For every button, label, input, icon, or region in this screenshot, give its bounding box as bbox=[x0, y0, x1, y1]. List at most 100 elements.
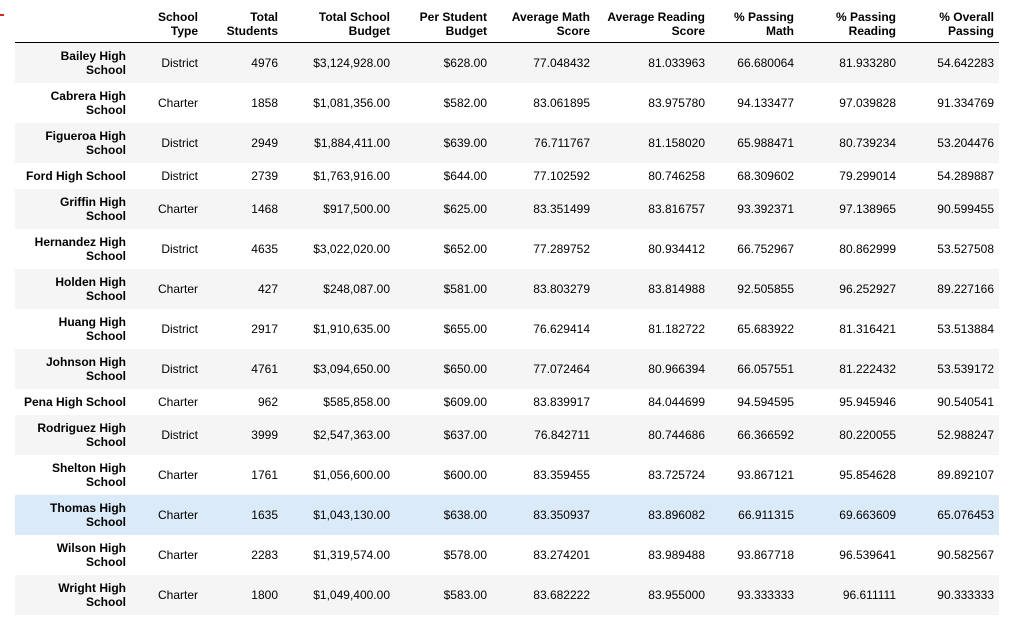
table-cell: 80.966394 bbox=[648, 361, 705, 376]
table-cell: 962 bbox=[257, 394, 278, 409]
table-cell: Charter bbox=[157, 201, 198, 216]
column-header: % Passing Reading bbox=[799, 10, 901, 43]
table-cell: 83.725724 bbox=[648, 467, 705, 482]
table-cell: 3999 bbox=[251, 427, 278, 442]
table-cell: 90.582567 bbox=[937, 547, 994, 562]
table-body: Bailey High School District 4976 $3,124,928… bbox=[15, 42, 999, 615]
table-cell: 94.594595 bbox=[737, 394, 794, 409]
table-cell: 53.527508 bbox=[937, 241, 994, 256]
table-cell: 90.333333 bbox=[937, 587, 994, 602]
table-cell: 83.814988 bbox=[648, 281, 705, 296]
column-header: % Overall Passing bbox=[901, 10, 999, 43]
table-cell: 1468 bbox=[251, 201, 278, 216]
table-cell: 81.222432 bbox=[839, 361, 896, 376]
table-cell: $638.00 bbox=[443, 507, 487, 522]
table-row: Bailey High School District 4976 $3,124,928… bbox=[15, 42, 999, 83]
table-cell: 4635 bbox=[251, 241, 278, 256]
table-cell: 77.102592 bbox=[533, 168, 590, 183]
column-header: Total Students bbox=[203, 10, 283, 43]
table-cell: $248,087.00 bbox=[323, 281, 390, 296]
table-cell: 54.289887 bbox=[937, 168, 994, 183]
table-cell: 54.642283 bbox=[937, 55, 994, 70]
table-cell: 83.896082 bbox=[648, 507, 705, 522]
table-cell: 95.854628 bbox=[839, 467, 896, 482]
table-cell: $1,081,356.00 bbox=[313, 95, 390, 110]
school-name: Wright High School bbox=[58, 580, 126, 609]
table-cell: $1,319,574.00 bbox=[313, 547, 390, 562]
table-cell: $637.00 bbox=[443, 427, 487, 442]
table-cell: Charter bbox=[157, 467, 198, 482]
table-cell: 83.274201 bbox=[533, 547, 590, 562]
table-cell: 65.076453 bbox=[937, 507, 994, 522]
table-cell: 77.289752 bbox=[533, 241, 590, 256]
table-cell: 53.204476 bbox=[937, 135, 994, 150]
row-header: Bailey High School bbox=[15, 43, 133, 83]
row-header: Wilson High School bbox=[15, 535, 133, 575]
table-cell: 80.746258 bbox=[648, 168, 705, 183]
column-header: School Type bbox=[133, 10, 203, 43]
table-cell: 53.539172 bbox=[937, 361, 994, 376]
table-cell: District bbox=[161, 55, 198, 70]
table-row: Rodriguez High School District 3999 $2,547,… bbox=[15, 414, 999, 455]
column-header: Average Reading Score bbox=[595, 10, 710, 43]
row-header: Wright High School bbox=[15, 575, 133, 615]
table-cell: 94.133477 bbox=[737, 95, 794, 110]
column-header: Total School Budget bbox=[283, 10, 395, 43]
table-cell: 90.599455 bbox=[937, 201, 994, 216]
table-cell: Charter bbox=[157, 507, 198, 522]
table-cell: 83.682222 bbox=[533, 587, 590, 602]
table-cell: $655.00 bbox=[443, 321, 487, 336]
table-cell: 1800 bbox=[251, 587, 278, 602]
table-cell: 80.934412 bbox=[648, 241, 705, 256]
table-cell: 68.309602 bbox=[737, 168, 794, 183]
table-cell: 76.842711 bbox=[534, 427, 590, 442]
table-cell: 83.061895 bbox=[533, 95, 590, 110]
table-cell: 93.867718 bbox=[737, 547, 794, 562]
row-header: Ford High School bbox=[15, 163, 133, 189]
table-row: Cabrera High School Charter 1858 $1,081,356… bbox=[15, 83, 999, 123]
table-cell: 66.911315 bbox=[738, 507, 794, 522]
table-cell: $639.00 bbox=[443, 135, 487, 150]
table-cell: $3,124,928.00 bbox=[313, 55, 390, 70]
table-cell: 96.611111 bbox=[842, 587, 896, 602]
table-cell: 2949 bbox=[251, 135, 278, 150]
table-cell: $1,056,600.00 bbox=[313, 467, 390, 482]
table-cell: 66.366592 bbox=[737, 427, 794, 442]
table-cell: $1,049,400.00 bbox=[313, 587, 390, 602]
table-cell: $644.00 bbox=[443, 168, 487, 183]
table-cell: 97.138965 bbox=[839, 201, 896, 216]
table-cell: 80.220055 bbox=[839, 427, 896, 442]
row-header: Griffin High School bbox=[15, 189, 133, 229]
table-cell: $1,884,411.00 bbox=[314, 135, 390, 150]
table-cell: 66.057551 bbox=[737, 361, 794, 376]
table-cell: 65.683922 bbox=[737, 321, 794, 336]
row-header: Pena High School bbox=[15, 389, 133, 415]
table-cell: 69.663609 bbox=[839, 507, 896, 522]
table-cell: 83.975780 bbox=[648, 95, 705, 110]
table-cell: $1,910,635.00 bbox=[313, 321, 390, 336]
table-row: Figueroa High School District 2949 $1,884,4… bbox=[15, 122, 999, 163]
school-name: Cabrera High School bbox=[50, 88, 126, 117]
school-name: Holden High School bbox=[55, 274, 126, 303]
table-cell: Charter bbox=[157, 547, 198, 562]
table-cell: 93.333333 bbox=[737, 587, 794, 602]
table-cell: $582.00 bbox=[443, 95, 487, 110]
school-name: Figueroa High School bbox=[45, 128, 126, 157]
table-cell: $3,022,020.00 bbox=[313, 241, 390, 256]
table-cell: 2283 bbox=[251, 547, 278, 562]
row-header: Cabrera High School bbox=[15, 83, 133, 123]
table-cell: 81.316421 bbox=[839, 321, 896, 336]
index-header bbox=[15, 10, 133, 43]
table-cell: 77.048432 bbox=[533, 55, 590, 70]
table-cell: $3,094,650.00 bbox=[313, 361, 390, 376]
table-cell: 83.359455 bbox=[533, 467, 590, 482]
table-cell: 96.252927 bbox=[839, 281, 896, 296]
table-cell: $917,500.00 bbox=[323, 201, 390, 216]
table-cell: District bbox=[161, 135, 198, 150]
table-cell: 1761 bbox=[251, 467, 278, 482]
table-cell: $578.00 bbox=[443, 547, 487, 562]
table-cell: District bbox=[161, 321, 198, 336]
table-cell: 79.299014 bbox=[839, 168, 896, 183]
table-row: Thomas High School Charter 1635 $1,043,130.… bbox=[15, 494, 999, 535]
